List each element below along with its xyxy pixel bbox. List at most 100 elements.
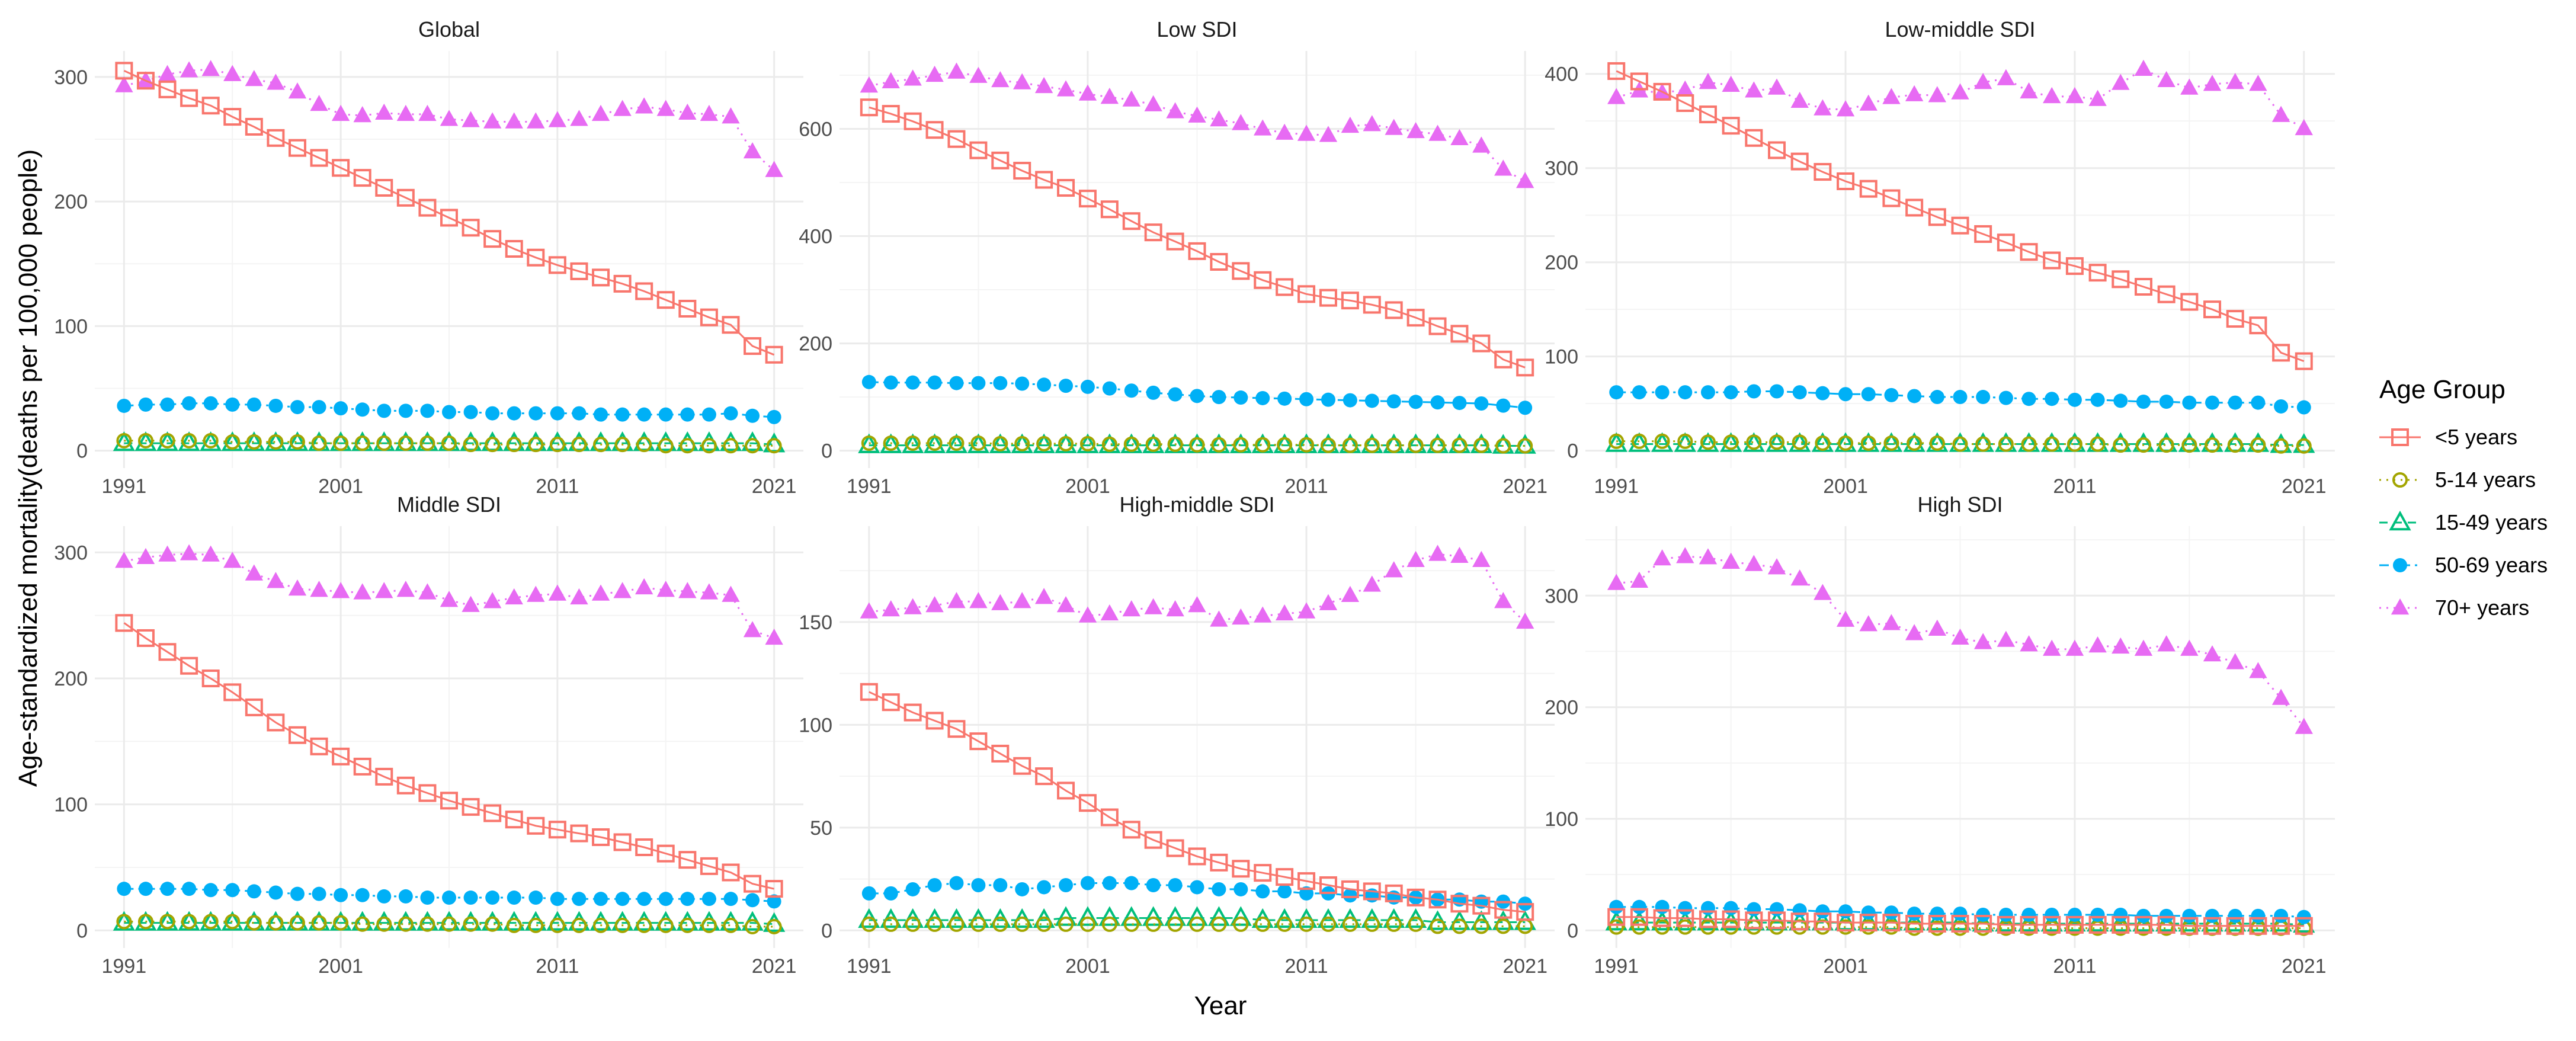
data-point (701, 407, 716, 422)
data-point (1229, 906, 1252, 926)
data-point (116, 433, 132, 449)
x-tick-label: 2021 (2282, 475, 2327, 498)
series-line (1616, 443, 2304, 446)
data-point (158, 80, 177, 98)
data-point (527, 585, 545, 602)
y-tick-label: 100 (1545, 346, 1578, 369)
data-point (1651, 432, 1674, 452)
data-point (442, 405, 456, 419)
data-point (570, 262, 588, 280)
data-point (1123, 916, 1139, 932)
data-point (1930, 907, 1944, 921)
data-point (1653, 909, 1671, 927)
data-point (2203, 75, 2222, 91)
data-point (2228, 395, 2242, 410)
data-point (1951, 628, 1969, 645)
data-point (993, 376, 1008, 390)
data-point (1430, 437, 1446, 453)
data-point (1299, 916, 1315, 932)
data-point (1997, 915, 2015, 934)
data-point (2159, 908, 2174, 923)
data-point (2271, 688, 2290, 705)
series-5-14-years (861, 916, 1533, 934)
data-point (2066, 436, 2082, 452)
data-point (1124, 383, 1139, 398)
data-point (2044, 436, 2060, 452)
data-point (903, 598, 922, 614)
data-point (2134, 278, 2152, 296)
data-point (1630, 908, 1648, 926)
data-point (1859, 914, 1877, 932)
data-point (1929, 435, 1945, 451)
data-point (290, 886, 305, 901)
data-point (2157, 635, 2175, 652)
data-point (1790, 912, 1809, 931)
data-point (1745, 129, 1763, 147)
data-point (949, 435, 965, 451)
data-point (200, 431, 222, 451)
data-point (570, 588, 588, 605)
data-point (334, 401, 348, 416)
series-5-years (860, 683, 1534, 921)
data-point (2182, 395, 2197, 410)
data-point (1144, 223, 1162, 242)
data-point (550, 406, 565, 421)
data-point (1609, 919, 1625, 935)
data-point (1101, 436, 1117, 452)
data-point (723, 917, 739, 933)
data-point (1814, 584, 1832, 600)
data-point (947, 130, 966, 148)
data-point (2251, 908, 2266, 923)
data-point (1767, 558, 1786, 575)
data-point (1189, 437, 1205, 453)
data-point (1905, 624, 1924, 640)
data-point (905, 916, 921, 932)
data-point (1907, 435, 1923, 451)
data-point (1319, 289, 1337, 307)
y-tick-label: 100 (799, 714, 832, 736)
series-5-14-years (1609, 433, 2312, 454)
data-point (903, 112, 922, 130)
data-point (767, 894, 781, 909)
data-point (1255, 884, 1270, 899)
data-point (312, 400, 326, 415)
data-point (527, 816, 545, 835)
data-point (594, 407, 608, 422)
data-point (882, 105, 900, 123)
data-point (223, 683, 242, 702)
data-point (1903, 911, 1925, 931)
data-point (991, 744, 1010, 763)
data-point (1884, 387, 1899, 402)
data-point (722, 316, 740, 334)
data-point (223, 108, 242, 126)
data-point (927, 877, 942, 892)
data-point (158, 643, 177, 661)
data-point (1473, 437, 1489, 453)
data-point (225, 914, 241, 930)
data-point (571, 437, 587, 453)
data-point (1015, 376, 1030, 391)
data-point (594, 892, 608, 907)
data-point (1255, 916, 1271, 932)
data-point (136, 72, 155, 90)
data-point (2227, 437, 2243, 453)
data-point (992, 435, 1008, 451)
y-tick-label: 200 (54, 191, 88, 213)
data-point (353, 583, 371, 600)
data-point (1059, 379, 1074, 393)
data-point (1607, 88, 1626, 104)
data-point (485, 406, 500, 421)
data-point (418, 784, 437, 802)
data-point (1700, 385, 1715, 400)
y-tick-label: 300 (1545, 158, 1578, 180)
data-point (1078, 84, 1097, 101)
data-point (549, 917, 565, 933)
data-point (1975, 436, 1991, 452)
data-point (1516, 903, 1534, 921)
data-point (1699, 73, 1718, 89)
data-point (2203, 300, 2222, 319)
x-tick-label: 1991 (102, 955, 147, 978)
data-point (134, 431, 157, 451)
data-point (1167, 916, 1183, 932)
